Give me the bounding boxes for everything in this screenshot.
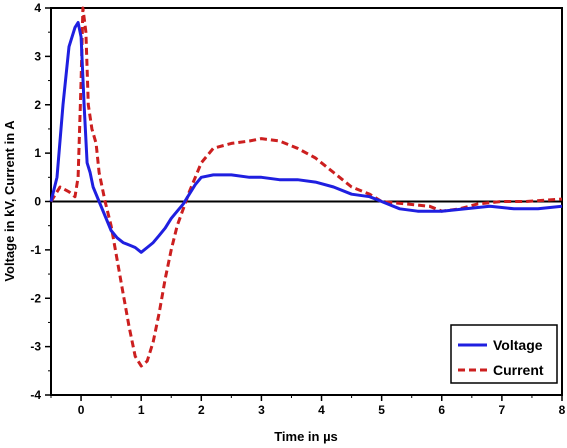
- series-layer: [49, 6, 563, 368]
- y-tick-label: 3: [34, 49, 41, 63]
- legend-voltage-label: Voltage: [493, 337, 543, 353]
- x-axis-title: Time in µs: [274, 429, 338, 444]
- legend-box: [450, 324, 558, 384]
- legend: Voltage Current: [450, 324, 558, 384]
- x-tick-label: 1: [138, 403, 145, 417]
- y-tick-label: 2: [34, 98, 41, 112]
- y-tick-label: -2: [30, 291, 41, 305]
- y-tick-label: -3: [30, 340, 41, 354]
- plot-area: 0 1 2 3 4 5 6 7 8 -4 -3 -2 -1 0 1 2 3 4: [30, 1, 565, 417]
- x-tick-label: 4: [318, 403, 325, 417]
- x-tick-label: 5: [378, 403, 385, 417]
- x-tick-label: 7: [499, 403, 506, 417]
- x-tick-label: 6: [438, 403, 445, 417]
- x-tick-label: 3: [258, 403, 265, 417]
- y-axis-ticks: -4 -3 -2 -1 0 1 2 3 4: [30, 1, 51, 402]
- y-tick-label: 0: [34, 195, 41, 209]
- y-tick-label: -4: [30, 388, 41, 402]
- y-axis-title: Voltage in kV, Current in A: [2, 120, 17, 282]
- y-tick-label: 1: [34, 146, 41, 160]
- legend-current-label: Current: [493, 362, 544, 378]
- y-tick-label: -1: [30, 243, 41, 257]
- x-axis-ticks: 0 1 2 3 4 5 6 7 8: [50, 395, 566, 417]
- y-tick-label: 4: [34, 1, 41, 15]
- x-tick-label: 2: [198, 403, 205, 417]
- series-line-voltage: [49, 21, 563, 254]
- x-tick-label: 8: [559, 403, 566, 417]
- x-tick-label: 0: [78, 403, 85, 417]
